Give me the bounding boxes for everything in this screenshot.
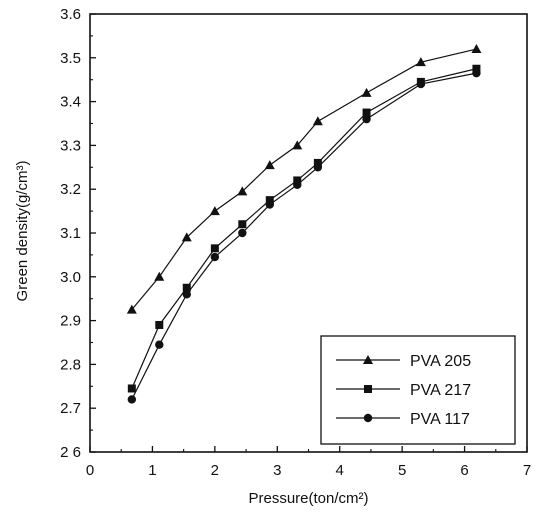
- ticks-layer: 0 1 2 3 4 5 6 7 2 6 2.7 2.8 2.9 3.0 3.1 3.2 3.3 3.4 3.5 3.…: [60, 6, 531, 479]
- y-tick-label: 2.9: [60, 313, 81, 330]
- square-marker: [265, 196, 274, 205]
- triangle-marker: [361, 87, 372, 97]
- legend-label: PVA 217: [410, 382, 471, 399]
- circle-marker: [182, 290, 191, 299]
- circle-marker: [155, 340, 164, 349]
- circle-marker: [472, 68, 481, 78]
- y-tick-label: 3.2: [60, 181, 81, 198]
- square-marker: [238, 220, 247, 229]
- triangle-marker: [292, 140, 303, 150]
- series-1: [126, 44, 482, 314]
- circle-marker: [362, 114, 371, 124]
- circle-marker: [265, 200, 274, 209]
- square-marker: [293, 176, 302, 185]
- x-axis-title: Pressure(ton/cm²): [248, 490, 368, 507]
- triangle-marker: [312, 116, 323, 126]
- x-tick-label: 1: [148, 462, 156, 479]
- x-tick-label: 2: [211, 462, 219, 479]
- square-marker: [210, 244, 219, 253]
- y-tick-label: 3.3: [60, 137, 81, 154]
- y-tick-label: 3.1: [60, 225, 81, 242]
- square-marker: [313, 158, 322, 167]
- legend-box: [320, 335, 516, 445]
- x-tick-label: 3: [273, 462, 281, 479]
- circle-marker: [363, 413, 373, 423]
- x-tick-label: 6: [460, 462, 468, 479]
- square-marker: [362, 108, 371, 117]
- circle-marker: [238, 228, 247, 238]
- series-layer: [126, 44, 482, 404]
- triangle-marker: [415, 57, 426, 67]
- triangle-marker: [126, 304, 137, 314]
- square-marker: [127, 384, 136, 393]
- y-tick-label: 2 6: [60, 444, 81, 461]
- triangle-marker: [154, 271, 165, 281]
- triangle-marker: [209, 206, 220, 216]
- y-axis-title: Green density(g/cm³): [14, 161, 31, 302]
- legend: PVA 205 PVA 217 PVA 117: [320, 335, 516, 445]
- square-marker: [472, 64, 481, 73]
- square-marker: [155, 320, 164, 329]
- triangle-marker: [363, 355, 373, 364]
- x-tick-label: 7: [523, 462, 531, 479]
- x-tick-label: 4: [336, 462, 344, 479]
- triangle-marker: [471, 44, 482, 54]
- circle-marker: [293, 180, 302, 190]
- series-3: [127, 68, 481, 404]
- y-tick-label: 3.6: [60, 6, 81, 23]
- plot-frame: [89, 13, 528, 453]
- x-tick-label: 5: [398, 462, 406, 479]
- y-tick-label: 2.7: [60, 400, 81, 417]
- triangle-marker: [181, 232, 192, 242]
- circle-marker: [127, 395, 137, 404]
- circle-marker: [416, 79, 426, 89]
- y-tick-label: 3.5: [60, 50, 81, 67]
- triangle-marker: [237, 186, 248, 196]
- circle-marker: [313, 163, 323, 172]
- y-tick-label: 3.4: [60, 94, 81, 111]
- square-marker: [364, 385, 372, 393]
- x-tick-label: 0: [86, 462, 94, 479]
- legend-label: PVA 117: [410, 411, 470, 428]
- triangle-marker: [264, 160, 275, 170]
- square-marker: [182, 283, 191, 292]
- y-tick-label: 3.0: [60, 269, 81, 286]
- y-tick-label: 2.8: [60, 356, 81, 373]
- legend-label: PVA 205: [410, 353, 471, 370]
- circle-marker: [210, 252, 220, 262]
